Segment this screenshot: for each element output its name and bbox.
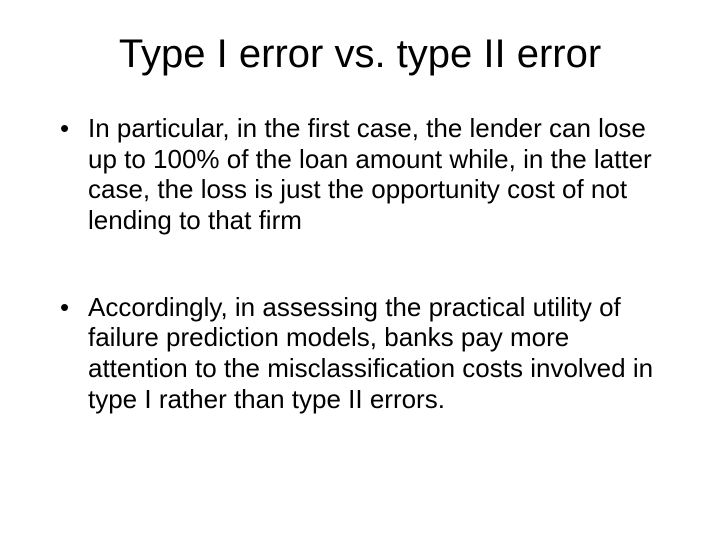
bullet-item: In particular, in the first case, the le… — [60, 113, 670, 236]
bullet-list: In particular, in the first case, the le… — [60, 113, 670, 414]
bullet-item: Accordingly, in assessing the practical … — [60, 292, 670, 415]
slide: Type I error vs. type II error In partic… — [0, 0, 720, 540]
slide-title: Type I error vs. type II error — [40, 32, 680, 77]
